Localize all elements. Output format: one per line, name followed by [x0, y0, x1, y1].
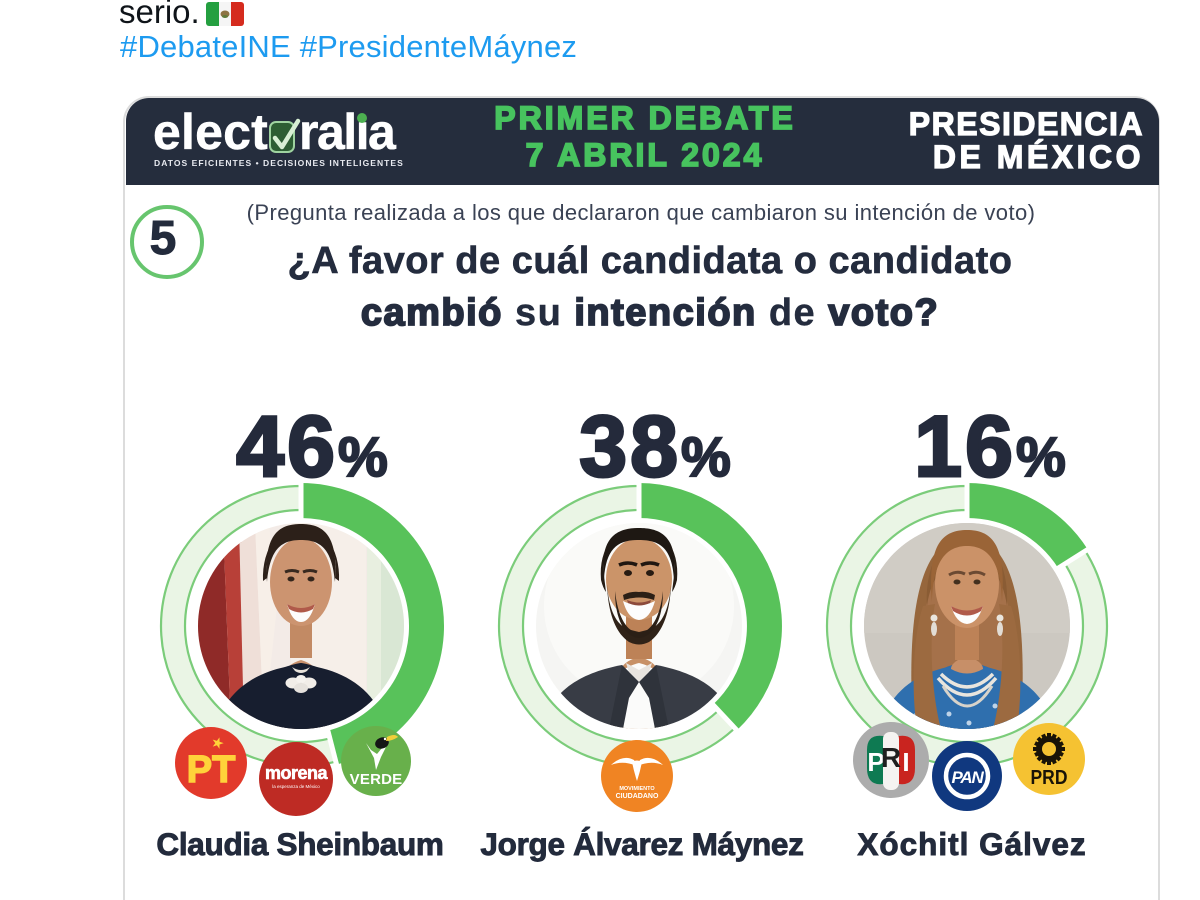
svg-text:R: R [881, 742, 901, 773]
svg-text:VERDE: VERDE [350, 771, 403, 788]
svg-text:P: P [867, 747, 884, 777]
svg-text:I: I [902, 747, 909, 777]
svg-text:CIUDADANO: CIUDADANO [616, 793, 659, 800]
svg-text:PRD: PRD [1031, 767, 1068, 789]
svg-text:MOVIMIENTO: MOVIMIENTO [619, 786, 655, 792]
svg-text:PAN: PAN [951, 768, 984, 787]
